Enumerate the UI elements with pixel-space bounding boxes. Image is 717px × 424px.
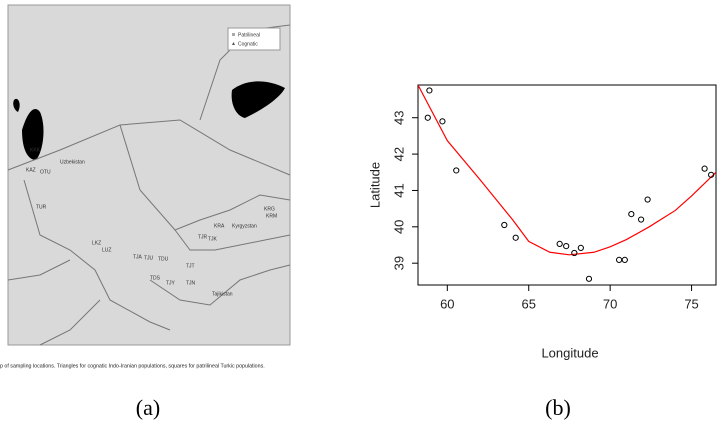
point — [577, 244, 584, 252]
map-label: TJT — [186, 263, 195, 269]
point — [426, 87, 433, 94]
lake — [231, 81, 285, 118]
map-label: TDS — [150, 275, 161, 281]
map-label: Kyrgyzstan — [232, 223, 257, 229]
panel-tag: (b) — [545, 395, 571, 420]
x-tick-label: 65 — [521, 296, 535, 311]
point — [701, 165, 708, 172]
lake — [13, 98, 20, 112]
point — [563, 242, 570, 250]
lake — [22, 109, 44, 160]
legend-square — [232, 33, 235, 36]
map-label: KRG — [264, 206, 275, 212]
point — [616, 256, 623, 264]
map-label: TUR — [36, 204, 47, 210]
point — [637, 216, 645, 223]
map-label: TJN — [186, 280, 196, 286]
map: Patrilineal Cognatic — [7, 4, 291, 346]
point — [439, 118, 446, 125]
point — [512, 234, 519, 241]
x-tick-label: 60 — [440, 296, 454, 311]
point — [424, 114, 431, 121]
map-label: KRA — [214, 223, 225, 229]
map-background — [7, 4, 291, 346]
y-tick-label: 39 — [391, 256, 406, 270]
legend-label: Cognatic — [238, 41, 258, 47]
point — [501, 221, 508, 229]
point — [556, 240, 563, 248]
map-label: Uzbekistan — [60, 159, 85, 165]
point — [453, 167, 460, 174]
legend-label: Patrilineal — [238, 32, 260, 38]
map-label: KRM — [266, 213, 277, 219]
x-axis-label: Longitude — [541, 345, 598, 360]
point — [571, 249, 578, 257]
point — [621, 256, 628, 264]
map-label: TDU — [158, 256, 169, 262]
caption: p of sampling locations. Triangles for c… — [0, 363, 265, 369]
map-label: Tajikistan — [212, 291, 233, 297]
point — [708, 171, 715, 178]
map-label: OTU — [40, 169, 51, 175]
plot-frame — [417, 84, 717, 286]
map-label: TJA — [133, 254, 143, 260]
x-tick-label: 75 — [684, 296, 698, 311]
x-tick-label: 70 — [603, 296, 617, 311]
point — [585, 275, 593, 282]
map-label: TJK — [208, 236, 218, 242]
legend-triangle — [232, 42, 235, 45]
panel-tag: (a) — [136, 395, 160, 420]
map-legend — [227, 27, 281, 51]
map-label: TJR — [198, 234, 208, 240]
y-tick-label: 41 — [391, 183, 406, 197]
fit-line — [418, 85, 716, 256]
map-label: LKZ — [92, 240, 101, 246]
point — [644, 196, 651, 203]
y-tick-label: 40 — [391, 220, 406, 234]
y-tick-label: 43 — [391, 110, 406, 124]
map-label: KAZ — [26, 167, 36, 173]
map-label: TJU — [144, 255, 154, 261]
point — [628, 210, 635, 218]
map-label: LUZ — [102, 247, 111, 253]
map-label: TJY — [166, 280, 176, 286]
y-tick-label: 42 — [391, 147, 406, 161]
map-label: KKK — [30, 147, 41, 153]
y-axis-label: Latitude — [367, 162, 382, 208]
